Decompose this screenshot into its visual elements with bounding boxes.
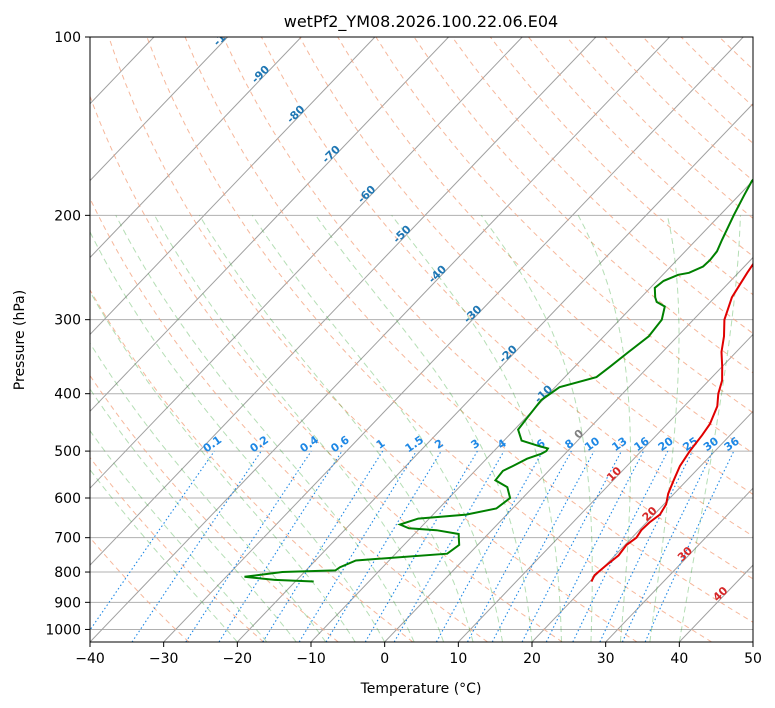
moist-adiabat-line <box>90 342 327 642</box>
isotherm-line <box>90 37 523 489</box>
x-tick-label: 30 <box>597 651 615 667</box>
mixing-ratio-line <box>491 450 595 642</box>
moist-adiabat-line <box>90 388 297 642</box>
y-tick-label: 1000 <box>45 622 81 638</box>
y-tick-label: 800 <box>54 565 81 581</box>
isotherm-line <box>752 641 753 642</box>
x-tick-label: −40 <box>75 651 105 667</box>
moist-adiabat-line <box>315 215 533 642</box>
dry-adiabat-line <box>184 37 753 623</box>
x-axis-label: Temperature (°C) <box>360 681 482 697</box>
x-tick-label: 50 <box>744 651 762 667</box>
y-tick-label: 900 <box>54 595 81 611</box>
isotherm-line <box>605 487 753 642</box>
dry-adiabat-line <box>451 37 753 335</box>
x-axis: −40 −30 −20 −10 0 10 20 30 40 50 <box>75 642 762 667</box>
moist-adiabat-line <box>115 215 415 642</box>
isotherm-line <box>384 256 753 642</box>
moist-adiabat-line <box>480 215 593 642</box>
moist-adiabat-line <box>678 215 741 642</box>
mixing-ratio-line <box>185 450 312 642</box>
mixing-ratio-line <box>545 450 645 642</box>
isotherm-line <box>163 37 744 642</box>
mixing-ratio-line <box>325 450 442 642</box>
mixing-ratio-line <box>467 450 572 642</box>
mixing-ratio-line <box>218 450 343 642</box>
temperature-line <box>590 262 753 582</box>
x-tick-label: 0 <box>380 651 389 667</box>
moist-adiabat-line <box>577 215 631 642</box>
moist-adiabat-line <box>391 215 562 642</box>
y-tick-label: 600 <box>54 491 81 507</box>
isotherm-line <box>236 103 753 642</box>
x-tick-label: −30 <box>149 651 179 667</box>
mixing-ratio-line <box>90 450 215 632</box>
dry-adiabat-line <box>222 37 753 580</box>
mixing-ratio-line <box>572 450 669 642</box>
y-axis-label: Pressure (hPa) <box>12 290 28 390</box>
isotherm-line <box>90 37 376 336</box>
isotherm-line <box>90 37 228 182</box>
moist-adiabat-line <box>649 215 680 642</box>
dewpoint-line <box>244 178 753 583</box>
y-tick-label: 300 <box>54 313 81 329</box>
isotherm-label: -100 <box>211 20 240 49</box>
x-tick-label: 40 <box>670 651 688 667</box>
dry-adiabat-line <box>90 94 563 642</box>
isotherm-line <box>90 37 670 642</box>
dry-adiabat-line <box>260 37 753 537</box>
mixing-ratio-line <box>298 450 417 642</box>
mixing-ratio-line <box>435 450 544 642</box>
y-tick-label: 700 <box>54 531 81 547</box>
y-tick-label: 100 <box>54 30 81 46</box>
y-axis: 100 200 300 400 500 600 700 800 900 1000 <box>45 30 90 638</box>
x-tick-label: −20 <box>223 651 253 667</box>
dry-adiabat-line <box>90 456 264 642</box>
dry-adiabat-line <box>757 37 775 642</box>
dry-adiabat-line <box>108 37 638 642</box>
x-tick-label: 10 <box>449 651 467 667</box>
y-tick-label: 400 <box>54 387 81 403</box>
dry-adiabat-line <box>90 197 488 642</box>
isotherm-line <box>310 179 753 642</box>
plot-background <box>90 37 753 642</box>
dry-adiabat-line <box>337 37 753 454</box>
isotherm-line <box>531 410 753 642</box>
y-tick-label: 200 <box>54 208 81 224</box>
moist-adiabat-line <box>90 230 386 642</box>
isotherm-line <box>90 37 449 413</box>
y-tick-label: 500 <box>54 444 81 460</box>
isotherm-line <box>90 37 302 259</box>
chart-title: wetPf2_YM08.2026.100.22.06.E04 <box>284 12 558 32</box>
moist-adiabat-line <box>199 215 474 642</box>
moist-adiabat-line <box>251 215 503 642</box>
isotherm-line <box>90 37 597 566</box>
x-tick-label: 20 <box>523 651 541 667</box>
dry-adiabat-line <box>299 37 753 495</box>
plot-frame <box>89 36 754 643</box>
mixing-ratio-line <box>131 450 262 642</box>
dry-adiabat-line <box>90 288 414 642</box>
isotherm-line <box>457 333 753 642</box>
x-tick-label: −10 <box>296 651 326 667</box>
sounding-series <box>244 178 753 583</box>
background-lines <box>90 37 775 642</box>
moist-adiabat-line <box>90 290 356 642</box>
moist-adiabat-line <box>154 215 445 642</box>
dry-adiabat-line <box>146 37 712 642</box>
